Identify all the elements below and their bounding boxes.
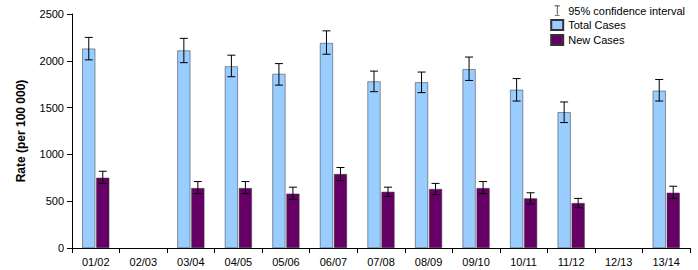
svg-text:12/13: 12/13 bbox=[605, 256, 633, 268]
svg-text:Total Cases: Total Cases bbox=[568, 19, 626, 31]
svg-text:11/12: 11/12 bbox=[558, 256, 585, 268]
svg-text:10/11: 10/11 bbox=[510, 256, 537, 268]
svg-text:1000: 1000 bbox=[40, 148, 64, 160]
svg-text:03/04: 03/04 bbox=[177, 256, 205, 268]
svg-text:0: 0 bbox=[58, 242, 64, 254]
svg-text:95% confidence interval: 95% confidence interval bbox=[568, 5, 685, 17]
svg-text:06/07: 06/07 bbox=[320, 256, 348, 268]
svg-text:01/02: 01/02 bbox=[82, 256, 110, 268]
svg-text:04/05: 04/05 bbox=[225, 256, 253, 268]
svg-text:2500: 2500 bbox=[40, 8, 64, 20]
svg-text:Rate (per 100 000): Rate (per 100 000) bbox=[14, 80, 28, 183]
svg-text:500: 500 bbox=[46, 195, 64, 207]
svg-text:02/03: 02/03 bbox=[130, 256, 158, 268]
svg-text:07/08: 07/08 bbox=[367, 256, 395, 268]
svg-text:05/06: 05/06 bbox=[272, 256, 300, 268]
svg-text:08/09: 08/09 bbox=[415, 256, 443, 268]
svg-text:09/10: 09/10 bbox=[462, 256, 490, 268]
svg-text:New Cases: New Cases bbox=[568, 34, 625, 46]
svg-text:2000: 2000 bbox=[40, 55, 64, 67]
svg-text:1500: 1500 bbox=[40, 102, 64, 114]
svg-text:13/14: 13/14 bbox=[652, 256, 680, 268]
